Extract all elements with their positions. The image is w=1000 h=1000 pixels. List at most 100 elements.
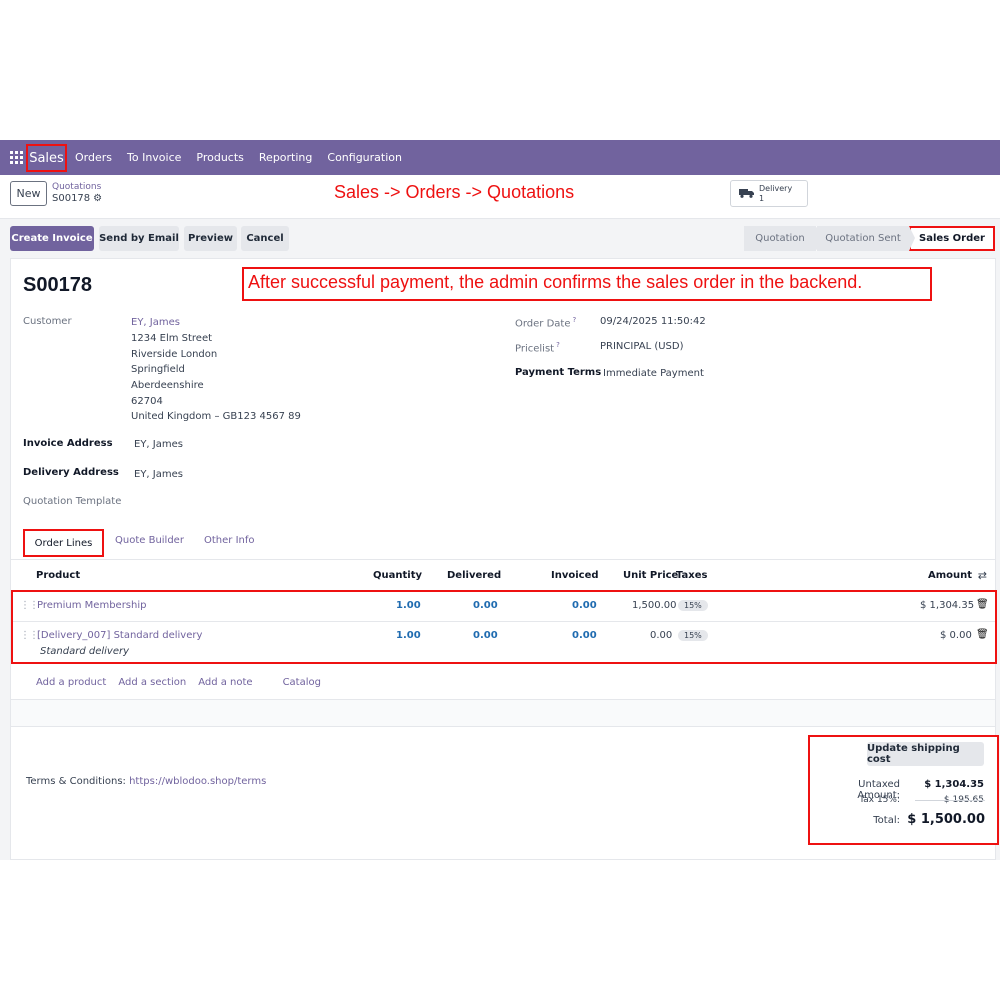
order-date-label-text: Order Date <box>515 318 571 330</box>
line-product[interactable]: [Delivery_007] Standard delivery <box>37 630 203 641</box>
gear-icon[interactable]: ⚙ <box>93 193 103 204</box>
table-row[interactable]: ⋮⋮ Premium Membership 1.00 0.00 0.00 1,5… <box>13 592 995 622</box>
add-product-link[interactable]: Add a product <box>36 677 107 688</box>
delivery-smart-button[interactable]: Delivery 1 <box>730 180 808 207</box>
line-invoiced[interactable]: 0.00 <box>572 600 597 611</box>
pricelist-label: Pricelist? <box>515 341 560 354</box>
update-shipping-cost-button[interactable]: Update shipping cost <box>867 742 984 766</box>
totals-highlight: Update shipping cost Untaxed Amount: $ 1… <box>808 735 999 845</box>
delivery-label: Delivery <box>759 184 793 193</box>
line-unit-price[interactable]: 1,500.00 <box>632 600 677 611</box>
tax-badge[interactable]: 15% <box>678 600 708 611</box>
menu-products[interactable]: Products <box>196 151 244 164</box>
trash-icon[interactable]: 🗑 <box>976 599 989 610</box>
tab-other-info[interactable]: Other Info <box>204 535 255 546</box>
col-quantity[interactable]: Quantity <box>373 570 422 581</box>
apps-grid-icon[interactable] <box>10 151 23 164</box>
stage-quotation-sent[interactable]: Quotation Sent <box>816 226 915 251</box>
tab-quote-builder[interactable]: Quote Builder <box>115 535 184 546</box>
tax-badge[interactable]: 15% <box>678 630 708 641</box>
odoo-app: Sales Orders To Invoice Products Reporti… <box>0 140 1000 860</box>
cancel-button[interactable]: Cancel <box>241 226 289 251</box>
tax-label: Tax 15%: <box>859 795 900 805</box>
customer-address-line: United Kingdom – GB123 4567 89 <box>131 411 301 422</box>
main-menu: Orders To Invoice Products Reporting Con… <box>75 140 417 175</box>
delivery-address-label: Delivery Address <box>23 467 119 478</box>
totals-divider <box>915 800 985 801</box>
table-footer-band <box>11 699 995 727</box>
menu-reporting[interactable]: Reporting <box>258 151 313 164</box>
create-invoice-button[interactable]: Create Invoice <box>10 226 94 251</box>
order-date-field[interactable]: 09/24/2025 11:50:42 <box>600 316 706 327</box>
order-lines-header: Product Quantity Delivered Invoiced Unit… <box>11 561 995 591</box>
form-sheet: S00178 After successful payment, the adm… <box>10 258 999 860</box>
col-delivered[interactable]: Delivered <box>447 570 502 581</box>
line-amount: $ 1,304.35 <box>920 600 975 611</box>
breadcrumb-current: S00178 ⚙ <box>52 193 102 204</box>
app-name-sales[interactable]: Sales <box>26 144 67 172</box>
menu-configuration[interactable]: Configuration <box>327 151 402 164</box>
drag-handle-icon[interactable]: ⋮⋮ <box>20 600 39 611</box>
line-description[interactable]: Standard delivery <box>40 646 130 657</box>
customer-field[interactable]: EY, James <box>131 317 180 328</box>
action-bar: Create Invoice Send by Email Preview Can… <box>0 220 1000 258</box>
customer-address-line: 1234 Elm Street <box>131 333 213 344</box>
col-amount[interactable]: Amount <box>928 570 973 581</box>
stage-quotation[interactable]: Quotation <box>744 226 822 251</box>
customer-address-line: Springfield <box>131 364 185 375</box>
tab-order-lines[interactable]: Order Lines <box>23 529 104 557</box>
terms-link[interactable]: https://wblodoo.shop/terms <box>129 776 267 787</box>
menu-to-invoice[interactable]: To Invoice <box>127 151 182 164</box>
payment-terms-field[interactable]: Immediate Payment <box>603 368 704 379</box>
delivery-address-field[interactable]: EY, James <box>134 469 183 480</box>
line-product[interactable]: Premium Membership <box>37 600 147 611</box>
col-taxes[interactable]: Taxes <box>676 570 708 581</box>
column-settings-icon[interactable]: ⇄ <box>977 569 987 582</box>
stage-sales-order-label: Sales Order <box>919 233 985 244</box>
pricelist-field[interactable]: PRINCIPAL (USD) <box>600 341 684 352</box>
customer-label: Customer <box>23 316 72 327</box>
control-panel: New Quotations S00178 ⚙ Sales -> Orders -… <box>0 175 1000 219</box>
line-delivered[interactable]: 0.00 <box>473 630 498 641</box>
col-product[interactable]: Product <box>36 570 81 581</box>
total-value: $ 1,500.00 <box>907 812 985 827</box>
breadcrumb-quotations[interactable]: Quotations <box>52 182 102 192</box>
invoice-address-field[interactable]: EY, James <box>134 439 183 450</box>
send-by-email-button[interactable]: Send by Email <box>99 226 179 251</box>
stage-quotation-label: Quotation <box>755 233 805 244</box>
stage-arrow <box>909 226 915 251</box>
breadcrumb-current-label: S00178 <box>52 193 91 204</box>
total-label: Total: <box>873 815 900 826</box>
col-unit-price[interactable]: Unit Price <box>623 570 679 581</box>
table-row[interactable]: ⋮⋮ [Delivery_007] Standard delivery Stan… <box>13 622 995 662</box>
untaxed-amount-value: $ 1,304.35 <box>924 779 984 790</box>
stage-quotation-sent-label: Quotation Sent <box>825 233 901 244</box>
add-note-link[interactable]: Add a note <box>198 677 253 688</box>
line-unit-price[interactable]: 0.00 <box>650 630 673 641</box>
customer-address-line: Riverside London <box>131 349 218 360</box>
terms-label: Terms & Conditions: <box>26 776 126 787</box>
help-icon[interactable]: ? <box>572 316 577 324</box>
col-invoiced[interactable]: Invoiced <box>551 570 599 581</box>
help-icon[interactable]: ? <box>556 341 560 349</box>
quotation-template-label: Quotation Template <box>23 496 122 507</box>
terms-conditions: Terms & Conditions: https://wblodoo.shop… <box>26 776 266 787</box>
record-name: S00178 <box>23 274 92 296</box>
line-quantity[interactable]: 1.00 <box>396 630 421 641</box>
customer-address-line: Aberdeenshire <box>131 380 204 391</box>
catalog-link[interactable]: Catalog <box>282 677 321 688</box>
menu-orders[interactable]: Orders <box>75 151 112 164</box>
drag-handle-icon[interactable]: ⋮⋮ <box>20 630 39 641</box>
notebook-tabs: Order Lines Quote Builder Other Info <box>11 524 995 560</box>
add-line-links: Add a product Add a section Add a note C… <box>36 677 333 688</box>
preview-button[interactable]: Preview <box>184 226 237 251</box>
trash-icon[interactable]: 🗑 <box>976 629 989 640</box>
line-invoiced[interactable]: 0.00 <box>572 630 597 641</box>
delivery-count: 1 <box>759 194 765 203</box>
add-section-link[interactable]: Add a section <box>118 677 187 688</box>
line-quantity[interactable]: 1.00 <box>396 600 421 611</box>
stage-sales-order[interactable]: Sales Order <box>909 226 995 251</box>
line-amount: $ 0.00 <box>940 630 972 641</box>
line-delivered[interactable]: 0.00 <box>473 600 498 611</box>
new-button[interactable]: New <box>10 181 47 206</box>
